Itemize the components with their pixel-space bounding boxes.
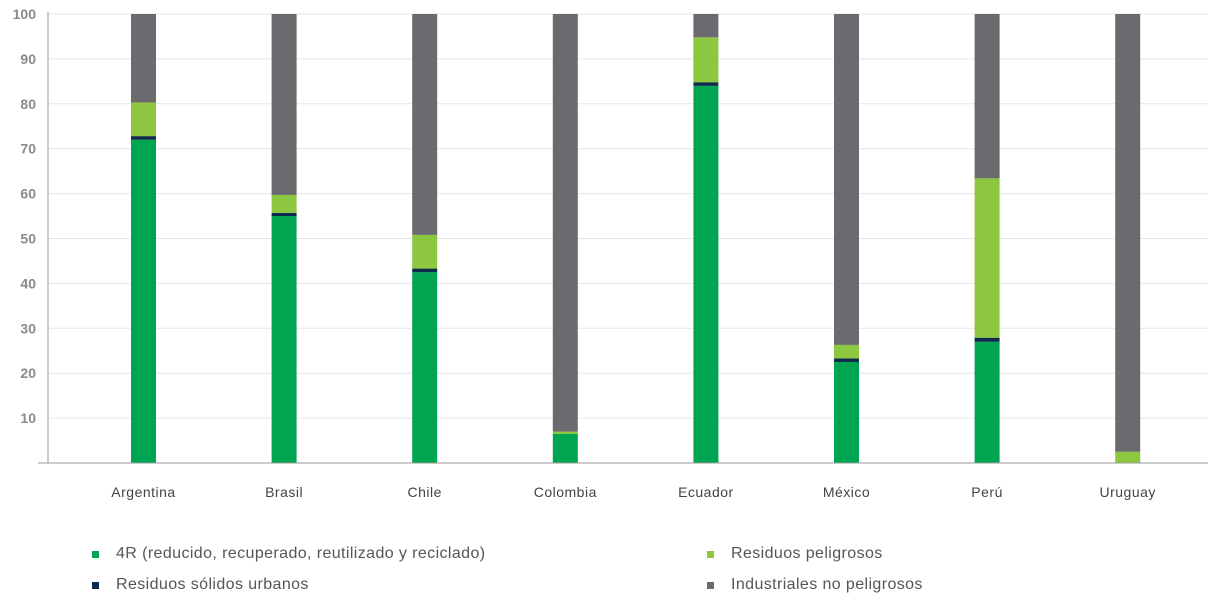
- bar-segment: [131, 14, 156, 103]
- bar-segment: [131, 102, 156, 137]
- y-tick-label: 10: [20, 410, 36, 426]
- x-tick-label: Colombia: [534, 484, 597, 500]
- y-tick-label: 50: [20, 231, 36, 247]
- gridlines: [48, 13, 1208, 419]
- y-tick-label: 40: [20, 275, 36, 291]
- x-tick-label: México: [823, 484, 870, 500]
- x-tick-label: Brasil: [265, 484, 303, 500]
- bar-segment: [552, 431, 578, 434]
- bar-segment: [271, 14, 297, 195]
- bar-segment: [552, 433, 578, 463]
- x-axis-ticks: Argentina Brasil Chile Colombia Ecuador Méxic…: [111, 484, 1155, 500]
- bar-segment: [412, 268, 438, 273]
- x-tick-label: Uruguay: [1099, 484, 1155, 500]
- y-tick-label: 30: [20, 320, 36, 336]
- bar-segment: [974, 178, 1000, 338]
- bar-segment: [412, 234, 438, 269]
- x-tick-label: Chile: [407, 484, 441, 500]
- bar-segment: [974, 337, 1000, 342]
- y-tick-label: 90: [20, 51, 36, 67]
- bar-segment: [834, 14, 859, 345]
- y-tick-label: 60: [20, 186, 36, 202]
- axes: [38, 12, 1208, 464]
- y-tick-label: 80: [20, 96, 36, 112]
- bar-segment: [834, 361, 859, 463]
- bar-segment: [834, 358, 859, 362]
- bars: [131, 14, 1141, 463]
- bar-segment: [693, 37, 719, 83]
- bar-segment: [412, 272, 438, 463]
- bar-segment: [412, 14, 438, 235]
- bar-segment: [693, 14, 719, 38]
- bar-segment: [974, 14, 1000, 179]
- bar-segment: [1115, 14, 1141, 452]
- x-tick-label: Argentina: [111, 484, 175, 500]
- x-tick-label: Perú: [971, 484, 1003, 500]
- y-tick-label: 20: [20, 365, 36, 381]
- bar-segment: [693, 85, 719, 463]
- y-tick-label: 100: [13, 6, 37, 22]
- bar-segment: [834, 344, 859, 359]
- bar-segment: [552, 14, 578, 432]
- bar-segment: [693, 82, 719, 86]
- bar-segment: [271, 216, 297, 463]
- bar-segment: [1115, 451, 1141, 463]
- bar-segment: [271, 194, 297, 213]
- bar-segment: [131, 139, 156, 463]
- y-tick-label: 70: [20, 141, 36, 157]
- x-tick-label: Ecuador: [678, 484, 734, 500]
- bar-segment: [974, 341, 1000, 463]
- bar-segment: [271, 212, 297, 217]
- bar-segment: [131, 136, 156, 140]
- y-axis-ticks: 10 20 30 40 50 60 70 80 90 100: [13, 6, 37, 426]
